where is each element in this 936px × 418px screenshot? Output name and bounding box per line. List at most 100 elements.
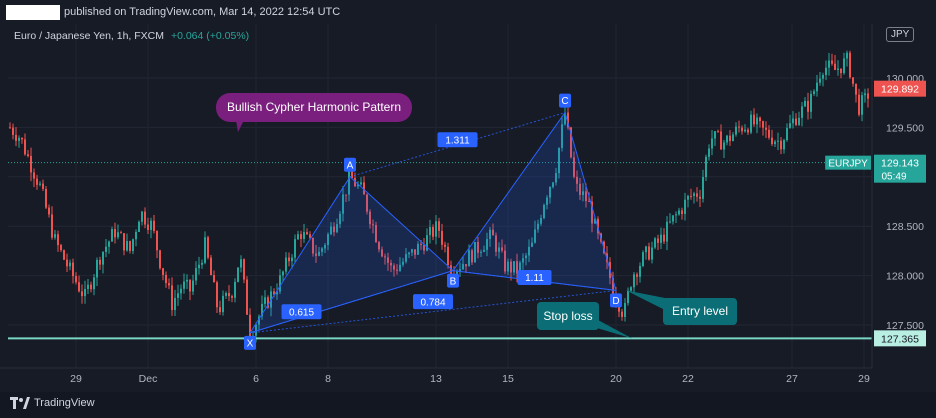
candle-body [720,131,722,150]
candle-body [75,276,77,283]
grid [8,24,872,368]
candle-body [777,140,779,142]
candle-body [477,242,479,253]
candle-body [405,254,407,262]
x-tick-label: 13 [430,373,442,385]
ratio-label-bg [413,294,453,310]
candle-body [60,245,62,251]
candle-body [435,221,437,237]
candle-body [192,280,194,292]
candle-body [546,197,548,205]
candle-body [636,274,638,277]
candle-body [669,221,671,223]
candle-body [792,118,794,124]
pattern-point-a-text: A [347,160,354,171]
candle-body [516,261,518,274]
pattern-point-x-text: X [247,339,254,350]
candle-body [627,290,629,304]
candle-body [339,213,341,225]
candle-body [63,250,65,260]
candle-body [396,269,398,271]
candle-body [816,82,818,92]
candle-body [678,210,680,215]
axes: 127.500128.000128.500129.000129.500130.0… [0,24,926,385]
candle-body [867,93,869,99]
candle-body [138,221,140,232]
candle-body [459,269,461,272]
x-tick-label: Dec [139,373,158,385]
candle-body [711,138,713,149]
x-tick-label: 29 [858,373,870,385]
symbol-legend[interactable]: Euro / Japanese Yen, 1h, FXCM +0.064 (+0… [14,30,249,42]
candle-body [69,262,71,267]
candle-body [387,257,389,263]
candle-body [438,221,440,231]
footer-bar [0,392,936,418]
pattern-point-b: B [447,273,459,288]
candle-body [801,106,803,118]
price-badge-high: 129.892 [874,80,926,97]
symbol-badge-label: EURJPY [828,159,868,170]
candle-body [129,241,131,252]
candle-body [141,211,143,222]
candle-body [294,239,296,258]
candle-body [732,134,734,142]
candle-body [255,324,257,336]
candle-body [822,75,824,79]
candle-body [381,249,383,257]
candle-body [219,307,221,313]
candle-body [228,293,230,297]
candle-body [99,259,101,265]
candle-body [123,233,125,251]
candle-body [447,246,449,266]
y-tick-label: 129.500 [886,122,924,134]
candle-body [735,126,737,135]
candle-body [111,229,113,242]
publish-bar: published on TradingView.com, Mar 14, 20… [0,0,936,24]
candle-body [51,214,53,238]
candle-body [264,297,266,304]
candle-body [276,291,278,295]
candle-body [540,218,542,224]
currency-badge[interactable]: JPY [886,27,915,42]
tradingview-logo[interactable]: TradingView [10,397,95,409]
candle-body [639,265,641,277]
candle-body [528,246,530,256]
candle-body [507,261,509,272]
candle-body [780,140,782,150]
candle-body [81,291,83,297]
ratio-label: 1.311 [437,132,478,148]
candle-body [591,201,593,224]
candle-body [798,117,800,125]
x-tick-label: 29 [70,373,82,385]
pattern-ratio-line [249,270,454,334]
candle-body [465,264,467,267]
candle-body [759,117,761,122]
candle-body [450,265,452,275]
candle-body [864,93,866,96]
candle-body [27,154,29,156]
candle-body [189,279,191,292]
candle-body [771,137,773,145]
candle-body [420,243,422,246]
price-chart[interactable]: 127.500128.000128.500129.000129.500130.0… [0,0,936,392]
candle-body [558,147,560,174]
entry-level-pointer [626,290,670,310]
candle-body [417,243,419,255]
candle-body [657,238,659,243]
candle-body [531,242,533,247]
candle-body [390,262,392,266]
candle-body [534,229,536,243]
candle-body [681,210,683,214]
candle-body [261,303,263,317]
harmonic-pattern [8,111,872,340]
x-tick-label: 20 [610,373,622,385]
candle-body [96,259,98,278]
candle-body [738,126,740,128]
candle-body [807,100,809,112]
candle-body [84,289,86,297]
candle-body [432,227,434,237]
candle-body [630,287,632,291]
x-tick-label: 27 [786,373,798,385]
candle-body [441,230,443,245]
